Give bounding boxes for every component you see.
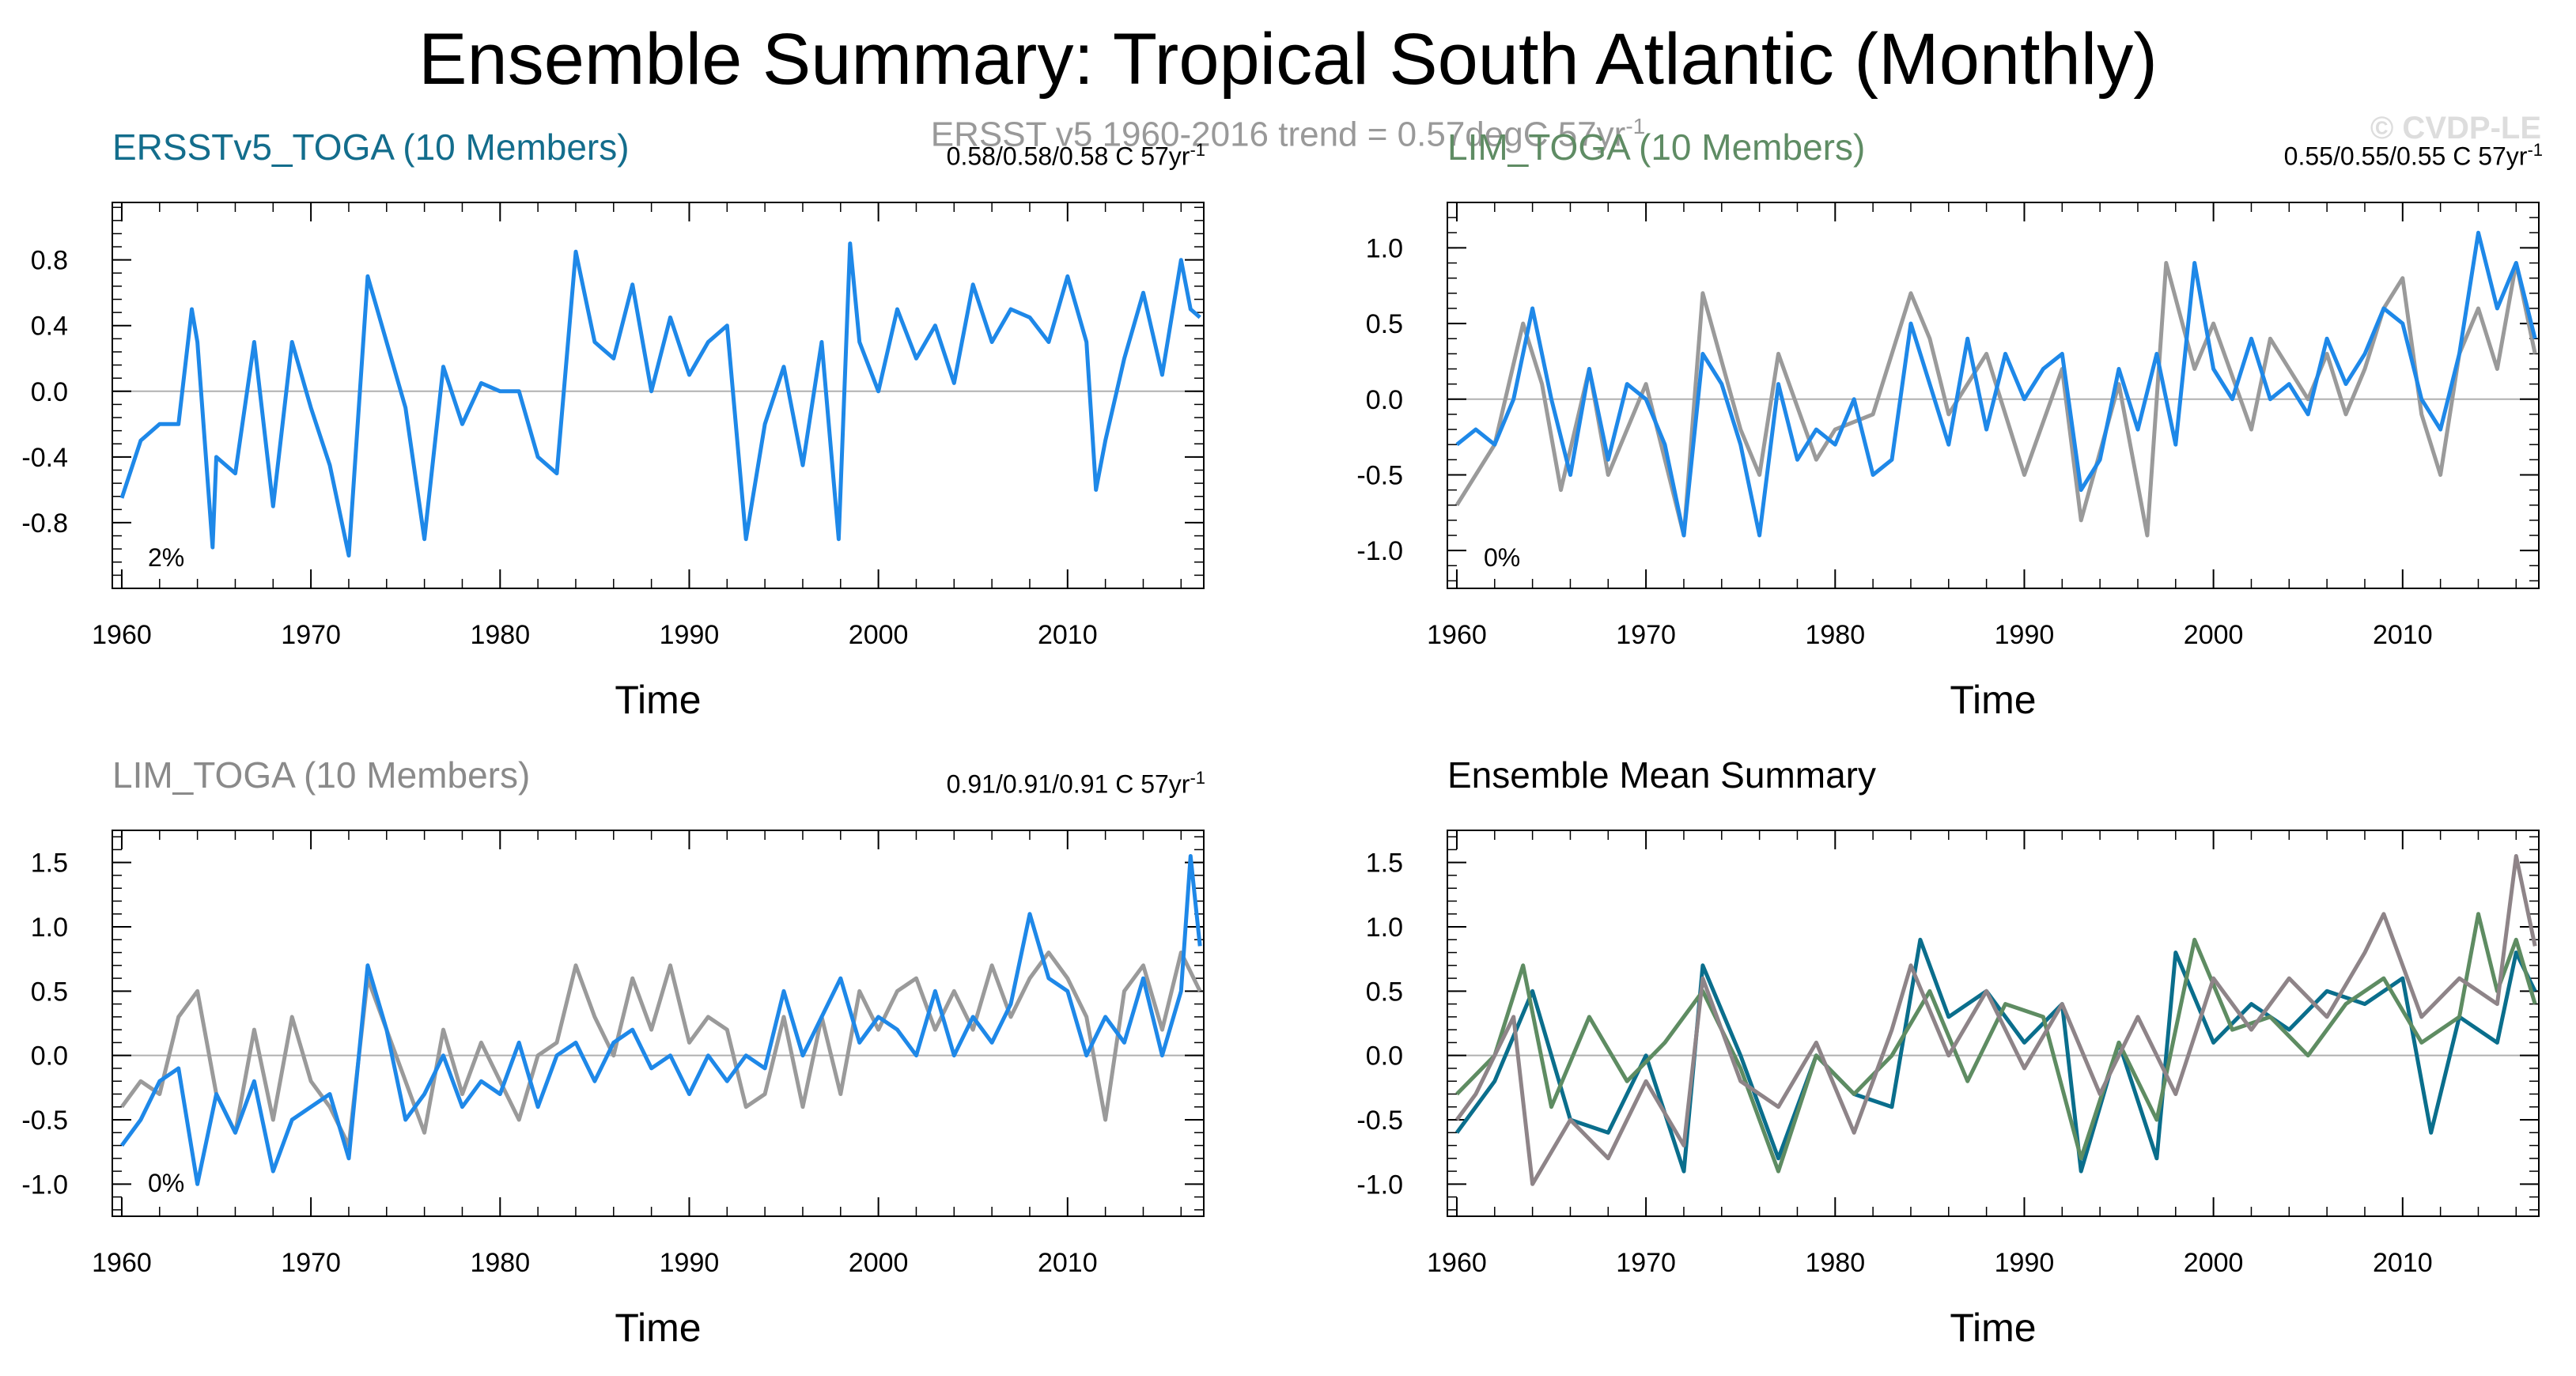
y-tick-label: 0.4: [31, 312, 68, 342]
x-tick-label: 1960: [92, 1248, 152, 1278]
y-tick-label: -0.5: [1356, 460, 1403, 490]
x-tick-label: 1980: [1805, 1248, 1865, 1278]
panel-4-plot: -1.0 -0.5 0.0 0.5 1.0 1.5 1960 1970 1980 1990 2000…: [1356, 830, 2540, 1350]
panel-2-trend-sup: -1: [2527, 140, 2543, 160]
panel-3-percent: 0%: [148, 1169, 185, 1197]
y-tick-label: 1.5: [31, 849, 68, 879]
x-tick-label: 2000: [849, 1248, 909, 1278]
y-tick-label: -0.4: [21, 443, 68, 473]
series-line-1: [1454, 261, 2537, 538]
panel-1-trend-text: 0.58/0.58/0.58 C 57yr: [946, 142, 1190, 171]
series-line-2: [119, 854, 1202, 1186]
panel-1-percent: 2%: [148, 543, 185, 572]
y-tick-label: 1.0: [31, 913, 68, 943]
panel-1-trend-sup: -1: [1190, 140, 1205, 160]
x-tick-label: 1990: [660, 620, 720, 650]
y-tick-label: -1.0: [1356, 1170, 1403, 1200]
plot-frame: [1447, 830, 2540, 1217]
watermark: © CVDP-LE: [2370, 111, 2541, 146]
x-tick-label: 1960: [92, 620, 152, 650]
x-tick-label: 1970: [1616, 620, 1676, 650]
y-tick-label: -1.0: [21, 1170, 68, 1200]
y-tick-label: 0.0: [31, 377, 68, 407]
x-tick-label: 1990: [1995, 1248, 2055, 1278]
panel-3-trend: 0.91/0.91/0.91 C 57yr-1: [947, 762, 1205, 800]
panel-2-plot: -1.0 -0.5 0.0 0.5 1.0 1960 1970 1980 1990 2000 201…: [1356, 202, 2540, 722]
series-line-1: [119, 951, 1202, 1147]
panel-1-plot: -0.8 -0.4 0.0 0.4 0.8 1960 1970 1980 1990 2000 201…: [21, 202, 1205, 722]
x-axis-label: Time: [615, 1306, 701, 1350]
x-tick-label: 2000: [2184, 1248, 2244, 1278]
y-tick-label: 0.0: [1366, 1041, 1403, 1072]
x-tick-label: 1960: [1427, 620, 1487, 650]
y-tick-label: 1.0: [1366, 913, 1403, 943]
figure-title: Ensemble Summary: Tropical South Atlanti…: [418, 19, 2158, 100]
y-tick-label: 1.5: [1366, 849, 1403, 879]
panel-1-title: ERSSTv5_TOGA (10 Members): [112, 127, 630, 168]
plot-frame: [112, 202, 1205, 589]
subtitle-sup: -1: [1625, 114, 1646, 138]
panel-1-trend: 0.58/0.58/0.58 C 57yr-1: [947, 134, 1205, 172]
x-tick-label: 1960: [1427, 1248, 1487, 1278]
y-tick-label: -0.5: [21, 1106, 68, 1136]
subtitle-text: ERSST v5 1960-2016 trend = 0.57degC 57yr: [930, 115, 1626, 154]
x-tick-label: 2000: [849, 620, 909, 650]
panel-3-trend-text: 0.91/0.91/0.91 C 57yr: [946, 769, 1190, 799]
y-tick-label: 0.5: [1366, 309, 1403, 339]
x-tick-label: 1980: [1805, 620, 1865, 650]
panel-3-trend-sup: -1: [1190, 768, 1205, 788]
y-tick-label: -0.5: [1356, 1106, 1403, 1136]
series-line-3: [1454, 854, 2537, 1186]
y-tick-label: 0.8: [31, 246, 68, 276]
series-line-2: [1455, 230, 2537, 538]
panel-2-title: LIM_TOGA (10 Members): [1447, 127, 1866, 168]
y-tick-label: -0.8: [21, 508, 68, 539]
x-tick-label: 1990: [1995, 620, 2055, 650]
series-line-1: [119, 241, 1201, 558]
y-tick-label: 1.0: [1366, 233, 1403, 263]
x-tick-label: 1980: [470, 620, 530, 650]
y-tick-label: 0.0: [1366, 385, 1403, 415]
y-tick-label: 0.5: [31, 977, 68, 1007]
panel-2-trend: 0.55/0.55/0.55 C 57yr-1: [2284, 134, 2543, 172]
x-tick-label: 2000: [2184, 620, 2244, 650]
x-tick-label: 1970: [281, 620, 341, 650]
panel-3-title: LIM_TOGA (10 Members): [112, 754, 531, 796]
series-line-2: [1455, 912, 2537, 1174]
y-tick-label: 0.5: [1366, 977, 1403, 1007]
x-axis-label: Time: [1950, 678, 2036, 722]
x-tick-label: 2010: [2373, 620, 2433, 650]
x-tick-label: 1970: [1616, 1248, 1676, 1278]
panel-4-title: Ensemble Mean Summary: [1447, 754, 1876, 796]
x-tick-label: 2010: [2373, 1248, 2433, 1278]
x-tick-label: 1970: [281, 1248, 341, 1278]
panel-2-percent: 0%: [1484, 543, 1521, 572]
x-tick-label: 1990: [660, 1248, 720, 1278]
plot-frame: [1447, 202, 2540, 589]
y-tick-label: 0.0: [31, 1041, 68, 1072]
panel-3-plot: -1.0 -0.5 0.0 0.5 1.0 1.5 1960 1970 1980 1990 2000…: [21, 830, 1205, 1350]
x-axis-label: Time: [615, 678, 701, 722]
y-tick-label: -1.0: [1356, 536, 1403, 566]
x-tick-label: 2010: [1038, 1248, 1098, 1278]
x-tick-label: 2010: [1038, 620, 1098, 650]
panel-2-trend-text: 0.55/0.55/0.55 C 57yr: [2283, 142, 2528, 171]
x-tick-label: 1980: [470, 1248, 530, 1278]
figure-subtitle: ERSST v5 1960-2016 trend = 0.57degC 57yr…: [0, 105, 2576, 157]
plot-frame: [112, 830, 1205, 1217]
x-axis-label: Time: [1950, 1306, 2036, 1350]
